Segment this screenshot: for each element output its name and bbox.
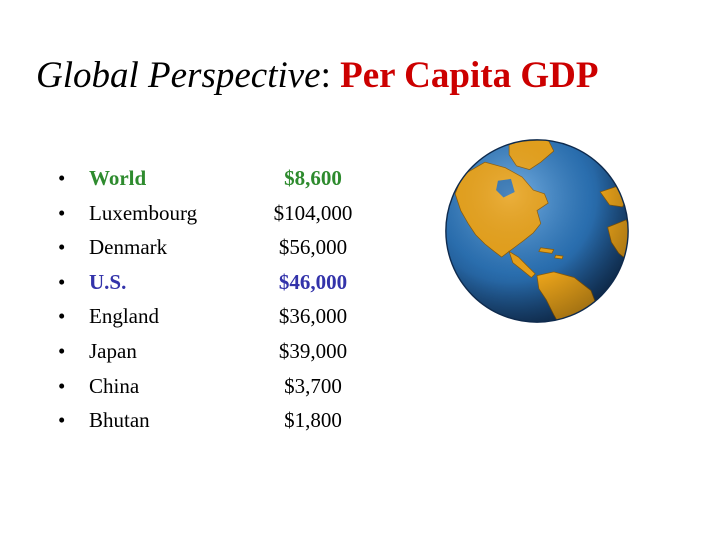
bullet-icon: • — [58, 235, 66, 260]
gdp-value: $36,000 — [278, 304, 348, 329]
gdp-row: • Denmark $56,000 — [58, 230, 378, 265]
title-red-part: Per Capita GDP — [340, 55, 599, 96]
gdp-value: $3,700 — [284, 373, 342, 398]
gdp-value: $46,000 — [278, 269, 348, 294]
country-label: Bhutan — [89, 408, 150, 433]
bullet-icon: • — [58, 166, 66, 190]
title-colon: : — [320, 55, 341, 96]
gdp-row: • China $3,700 — [58, 369, 378, 404]
gdp-row: • Luxembourg $104,000 — [58, 196, 378, 231]
country-label: Luxembourg — [89, 200, 198, 225]
country-label: Japan — [89, 338, 137, 363]
bullet-icon: • — [58, 408, 66, 433]
bullet-icon: • — [58, 304, 66, 329]
gdp-bullet-list: • World $8,600 • Luxembourg $104,000 • Denmark $… — [58, 161, 378, 438]
gdp-value: $1,800 — [284, 408, 342, 433]
gdp-row: • England $36,000 — [58, 299, 378, 334]
bullet-icon: • — [58, 338, 66, 363]
country-label: Denmark — [89, 235, 168, 260]
gdp-value: $104,000 — [273, 200, 353, 225]
country-label: U.S. — [89, 269, 127, 294]
bullet-icon: • — [58, 200, 66, 225]
gdp-value: $56,000 — [278, 235, 348, 260]
globe-icon — [445, 139, 629, 323]
bullet-icon: • — [58, 373, 66, 398]
bullet-icon: • — [58, 269, 66, 294]
country-label: England — [89, 304, 159, 329]
country-label: World — [89, 166, 147, 190]
title-italic-part: Global Perspective — [36, 55, 321, 96]
gdp-row: • U.S. $46,000 — [58, 265, 378, 300]
gdp-value: $8,600 — [284, 166, 342, 190]
slide-title: Global Perspective: Per Capita GDP — [36, 52, 598, 100]
gdp-row: • Japan $39,000 — [58, 334, 378, 369]
country-label: China — [89, 373, 140, 398]
gdp-row: • Bhutan $1,800 — [58, 403, 378, 438]
gdp-row: • World $8,600 — [58, 161, 378, 196]
gdp-value: $39,000 — [278, 338, 348, 363]
